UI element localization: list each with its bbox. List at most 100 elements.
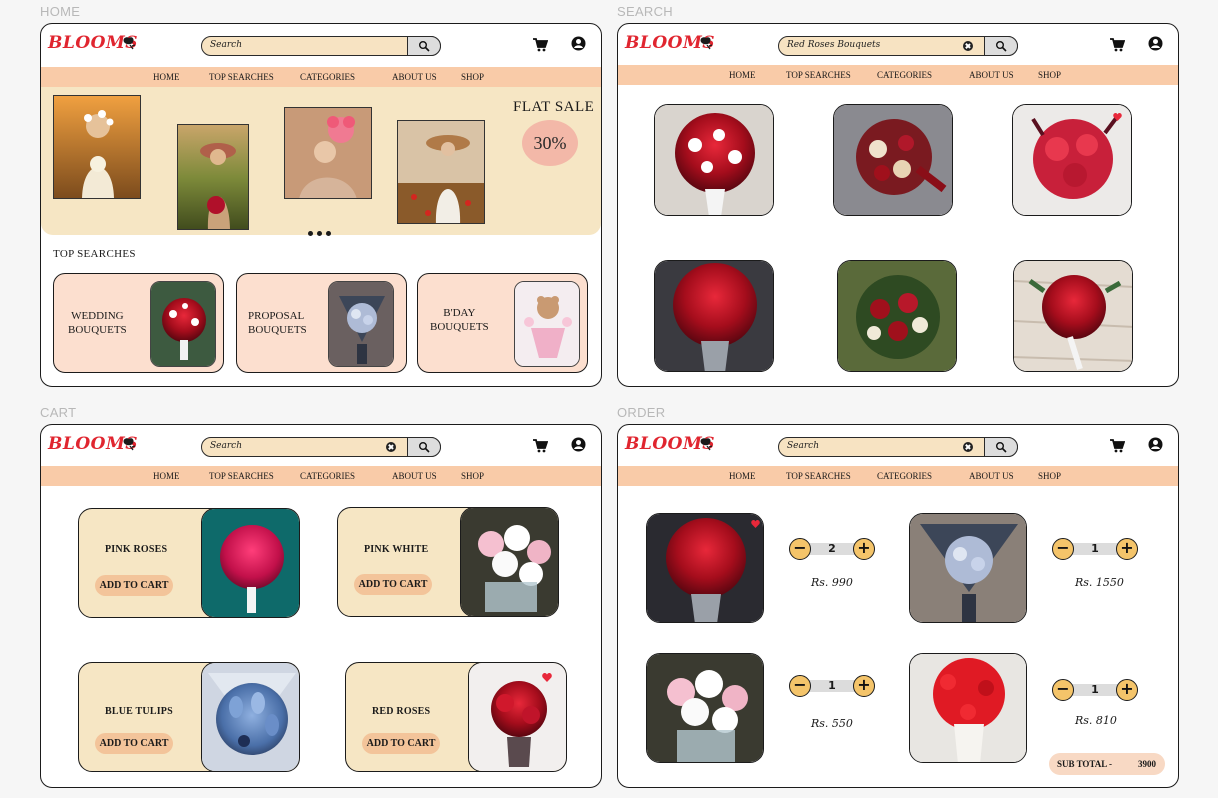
add-to-cart-button[interactable]: ADD TO CART — [95, 733, 173, 754]
clear-search-icon[interactable] — [963, 442, 973, 452]
nav-categories[interactable]: CATEGORIES — [877, 70, 933, 80]
top-search-label-line2: BOUQUETS — [430, 321, 489, 333]
decrease-quantity-button[interactable]: − — [789, 538, 811, 560]
sale-percent-badge: 30% — [522, 120, 578, 166]
cart-icon[interactable] — [1109, 37, 1125, 52]
nav-top-searches[interactable]: TOP SEARCHES — [786, 70, 851, 80]
account-icon[interactable] — [571, 437, 586, 452]
nav-about-us[interactable]: ABOUT US — [969, 471, 1014, 481]
order-item-image — [646, 653, 764, 763]
nav-categories[interactable]: CATEGORIES — [877, 471, 933, 481]
increase-quantity-button[interactable]: + — [853, 675, 875, 697]
search-input[interactable]: Red Roses Bouquets — [787, 40, 881, 50]
add-to-cart-button[interactable]: ADD TO CART — [362, 733, 440, 754]
search-button[interactable] — [984, 436, 1018, 457]
cart-icon[interactable] — [532, 37, 548, 52]
nav-bar: HOME TOP SEARCHES CATEGORIES ABOUT US SH… — [41, 466, 601, 486]
nav-home[interactable]: HOME — [153, 471, 180, 481]
hero-photo-3 — [284, 107, 372, 199]
nav-shop[interactable]: SHOP — [1038, 471, 1062, 481]
search-button[interactable] — [407, 35, 441, 56]
top-search-birthday[interactable]: B'DAY BOUQUETS — [417, 273, 588, 373]
header: BLOOMS Search — [618, 425, 1178, 468]
clear-search-icon[interactable] — [963, 41, 973, 51]
quantity-value: 2 — [828, 542, 836, 555]
favorite-heart-icon[interactable] — [542, 673, 552, 682]
nav-home[interactable]: HOME — [153, 72, 180, 82]
carousel-dots[interactable] — [308, 223, 335, 241]
nav-top-searches[interactable]: TOP SEARCHES — [209, 72, 274, 82]
search-result-card[interactable] — [1013, 260, 1133, 372]
subtotal-value: 3900 — [1138, 759, 1156, 769]
search-bar[interactable]: Search — [778, 436, 1018, 457]
birthday-bouquet-image — [514, 281, 580, 367]
search-frame: BLOOMS Red Roses Bouquets HOME TOP SEARC… — [617, 23, 1179, 387]
product-name: PINK ROSES — [105, 544, 168, 555]
search-bar[interactable]: Search — [201, 436, 441, 457]
frame-label-home: HOME — [40, 4, 81, 19]
brand-logo[interactable]: BLOOMS — [48, 33, 139, 53]
account-icon[interactable] — [571, 36, 586, 51]
quantity-stepper: 1 − + — [789, 675, 875, 697]
brand-logo[interactable]: BLOOMS — [48, 434, 139, 454]
decrease-quantity-button[interactable]: − — [789, 675, 811, 697]
search-result-card[interactable] — [1012, 104, 1132, 216]
blue-tulips-image — [201, 663, 299, 771]
order-item-image — [909, 653, 1027, 763]
brand-logo[interactable]: BLOOMS — [625, 434, 716, 454]
search-bar[interactable]: Search — [201, 35, 441, 56]
order-item-image — [646, 513, 764, 623]
cart-icon[interactable] — [1109, 438, 1125, 453]
search-bar[interactable]: Red Roses Bouquets — [778, 35, 1018, 56]
home-frame: BLOOMS Search HOME TOP SEARCHES CATEGORI… — [40, 23, 602, 387]
search-input[interactable]: Search — [210, 441, 242, 451]
nav-top-searches[interactable]: TOP SEARCHES — [786, 471, 851, 481]
nav-shop[interactable]: SHOP — [461, 471, 485, 481]
increase-quantity-button[interactable]: + — [1116, 538, 1138, 560]
nav-shop[interactable]: SHOP — [1038, 70, 1062, 80]
account-icon[interactable] — [1148, 36, 1163, 51]
hero-photo-1 — [53, 95, 141, 199]
search-button[interactable] — [407, 436, 441, 457]
favorite-heart-icon[interactable] — [751, 520, 760, 528]
item-price: Rs. 1550 — [1075, 576, 1124, 589]
increase-quantity-button[interactable]: + — [853, 538, 875, 560]
frame-label-search: SEARCH — [617, 4, 673, 19]
quantity-stepper: 1 − + — [1052, 679, 1138, 701]
nav-top-searches[interactable]: TOP SEARCHES — [209, 471, 274, 481]
product-name: BLUE TULIPS — [105, 706, 173, 717]
pink-roses-image — [201, 509, 299, 617]
decrease-quantity-button[interactable]: − — [1052, 538, 1074, 560]
frame-label-cart: CART — [40, 405, 77, 420]
cart-icon[interactable] — [532, 438, 548, 453]
search-button[interactable] — [984, 35, 1018, 56]
search-result-card[interactable] — [833, 104, 953, 216]
decrease-quantity-button[interactable]: − — [1052, 679, 1074, 701]
top-searches-title: TOP SEARCHES — [53, 248, 136, 260]
frame-label-order: ORDER — [617, 405, 666, 420]
search-result-card[interactable] — [837, 260, 957, 372]
search-input[interactable]: Search — [210, 40, 242, 50]
nav-categories[interactable]: CATEGORIES — [300, 471, 356, 481]
brand-logo[interactable]: BLOOMS — [625, 33, 716, 53]
favorite-heart-icon[interactable] — [1113, 113, 1122, 121]
clear-search-icon[interactable] — [386, 442, 396, 452]
search-result-card[interactable] — [654, 104, 774, 216]
increase-quantity-button[interactable]: + — [1116, 679, 1138, 701]
nav-categories[interactable]: CATEGORIES — [300, 72, 356, 82]
add-to-cart-button[interactable]: ADD TO CART — [95, 575, 173, 596]
nav-about-us[interactable]: ABOUT US — [392, 471, 437, 481]
account-icon[interactable] — [1148, 437, 1163, 452]
subtotal-label: SUB TOTAL - — [1057, 759, 1113, 769]
search-result-card[interactable] — [654, 260, 774, 372]
search-input[interactable]: Search — [787, 441, 819, 451]
item-price: Rs. 990 — [811, 576, 853, 589]
add-to-cart-button[interactable]: ADD TO CART — [354, 574, 432, 595]
nav-shop[interactable]: SHOP — [461, 72, 485, 82]
nav-home[interactable]: HOME — [729, 471, 756, 481]
top-search-wedding[interactable]: WEDDING BOUQUETS — [53, 273, 224, 373]
nav-about-us[interactable]: ABOUT US — [392, 72, 437, 82]
top-search-proposal[interactable]: PROPOSAL BOUQUETS — [236, 273, 407, 373]
nav-home[interactable]: HOME — [729, 70, 756, 80]
nav-about-us[interactable]: ABOUT US — [969, 70, 1014, 80]
